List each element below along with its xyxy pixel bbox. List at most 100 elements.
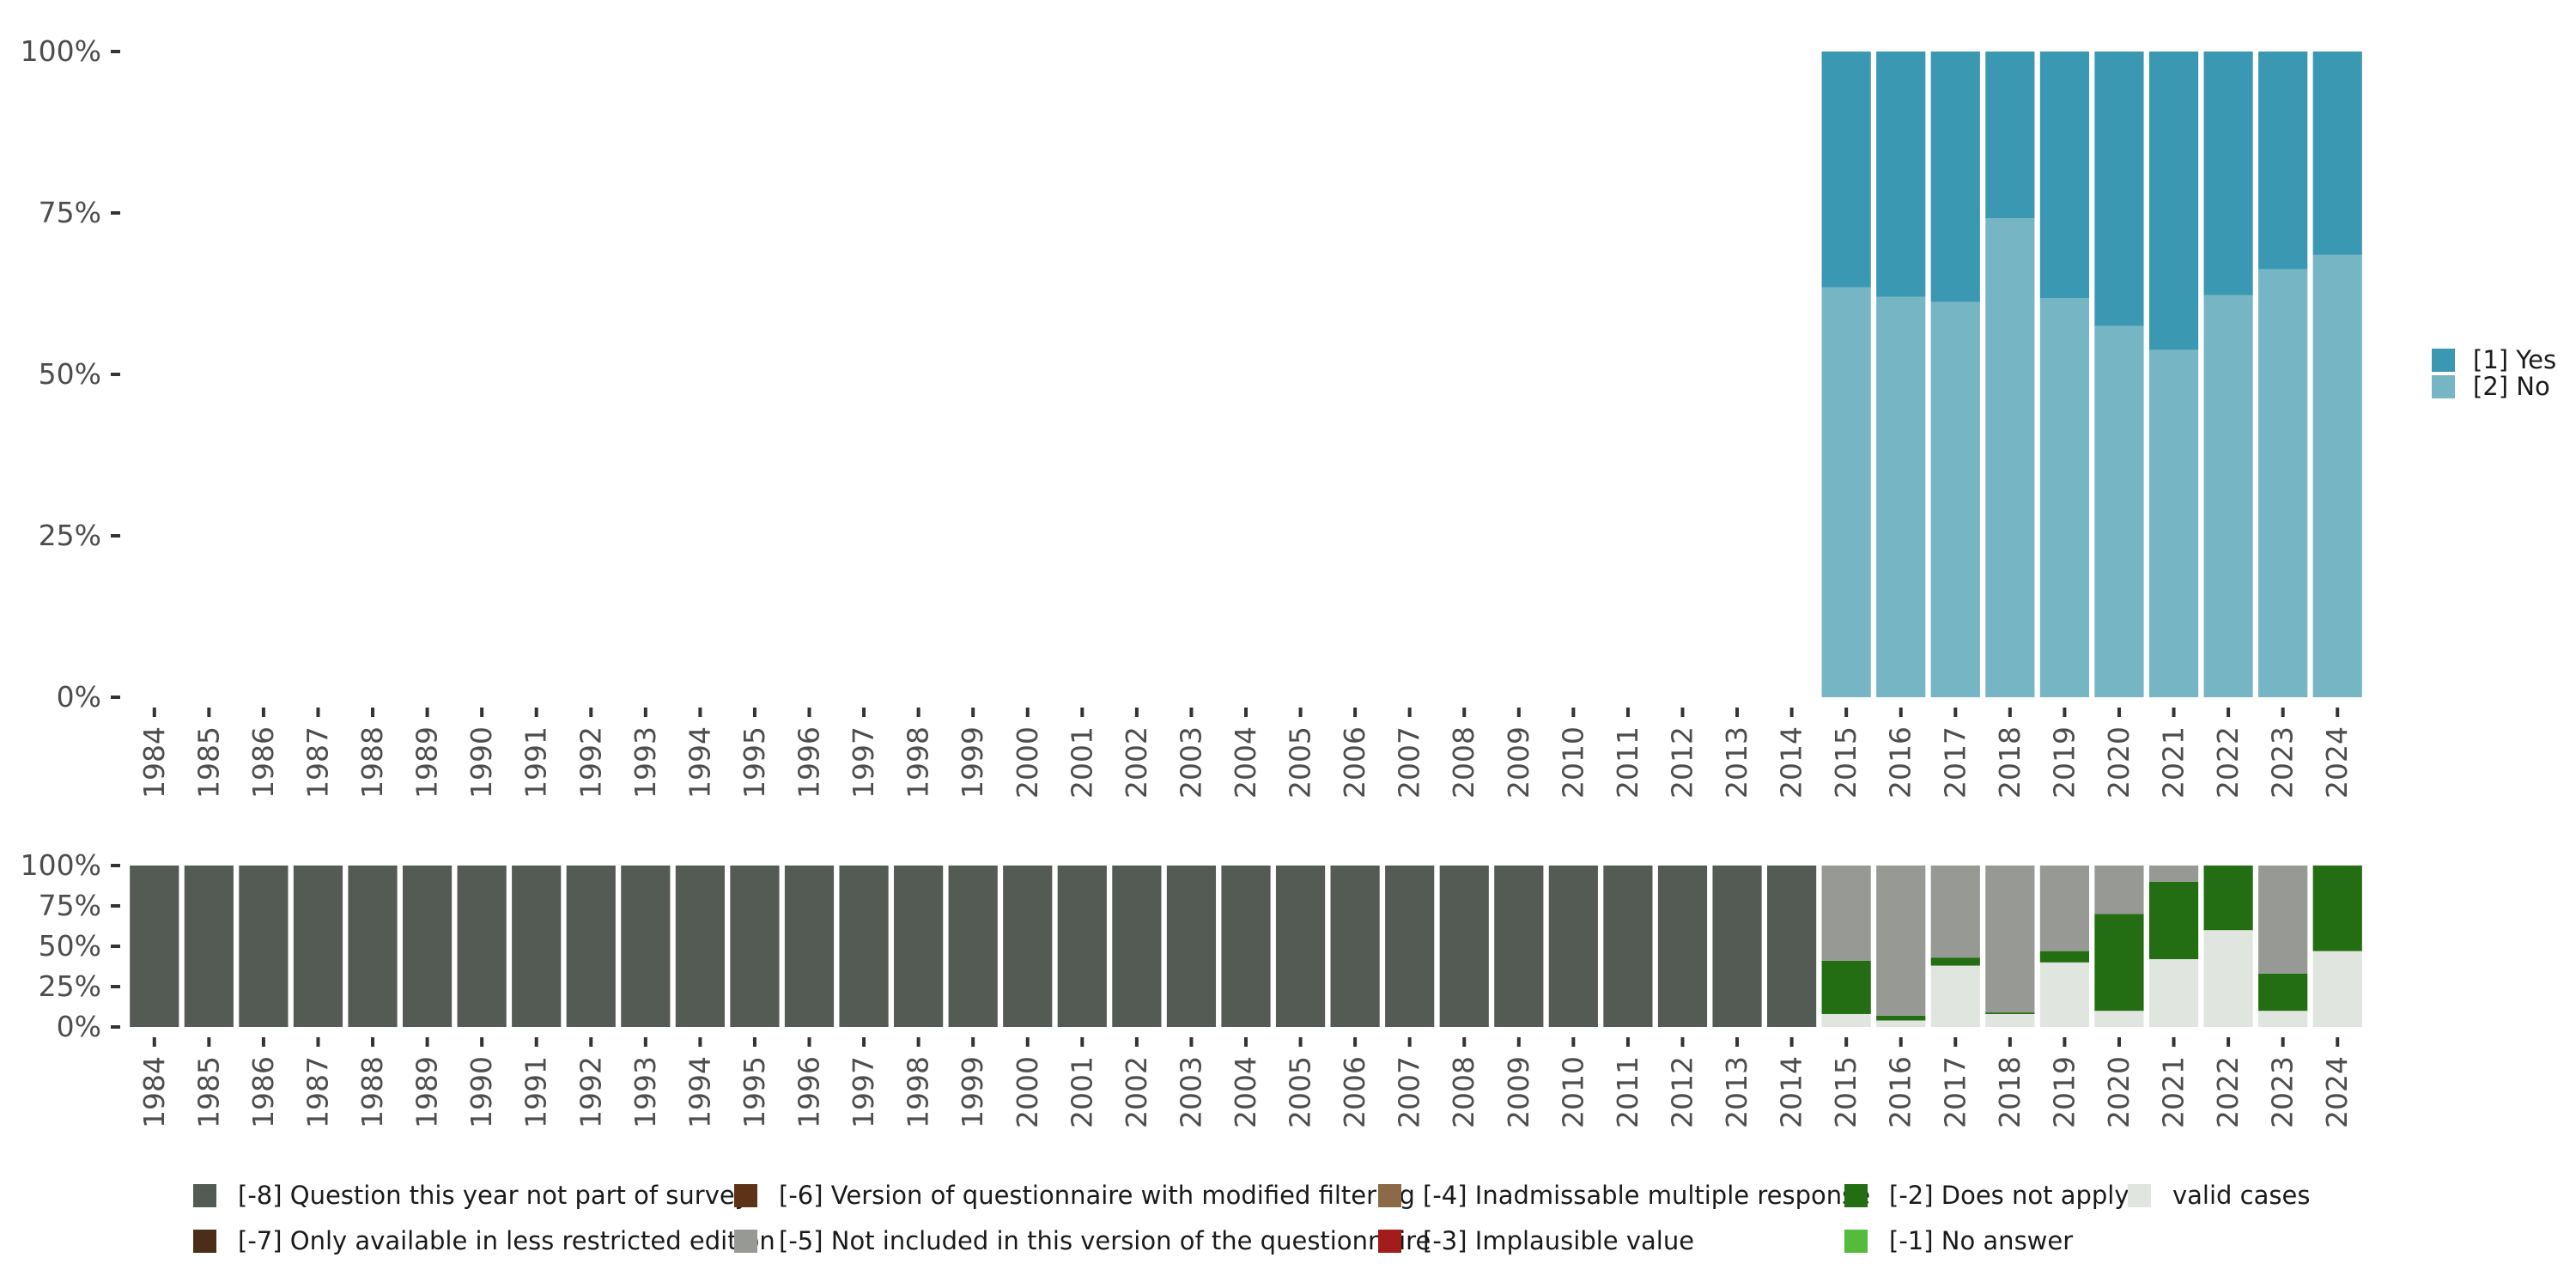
bottom-bar-1989 — [402, 866, 453, 1027]
bottom-bar-2002 — [1112, 866, 1162, 1027]
bottom-bar-2020 — [2094, 914, 2144, 1012]
bottom-bar-2024 — [2312, 951, 2362, 1027]
bottom-legend-swatch — [1378, 1184, 1401, 1207]
bottom-legend-label: [-8] Question this year not part of surv… — [238, 1181, 750, 1210]
top-x-tick-label: 2020 — [2102, 726, 2136, 799]
top-legend-swatch — [2432, 375, 2455, 398]
top-bar-2024 — [2312, 52, 2362, 255]
top-legend-label: [2] No — [2473, 372, 2550, 401]
bottom-bar-2023 — [2258, 1011, 2308, 1027]
bottom-bar-2017 — [1930, 965, 1980, 1027]
bottom-x-tick-label: 2000 — [1011, 1056, 1044, 1128]
bottom-bar-2006 — [1330, 866, 1380, 1027]
bottom-bar-2022 — [2203, 930, 2253, 1027]
bottom-bar-2001 — [1057, 866, 1107, 1027]
bottom-x-tick-label: 2001 — [1065, 1056, 1098, 1128]
top-y-tick-label: 50% — [39, 357, 101, 391]
bottom-bar-1986 — [239, 866, 289, 1027]
top-bar-2024 — [2312, 254, 2362, 697]
bottom-x-tick-label: 1994 — [683, 1056, 716, 1128]
top-bar-2018 — [1985, 218, 2035, 697]
top-bar-2016 — [1876, 296, 1926, 697]
bottom-bar-2015 — [1821, 1013, 1871, 1027]
bottom-x-tick-label: 1985 — [191, 1056, 225, 1128]
top-x-tick-label: 2006 — [1338, 726, 1371, 799]
bottom-bar-1988 — [348, 866, 398, 1027]
bottom-legend-label: valid cases — [2172, 1181, 2310, 1210]
top-x-tick-label: 2021 — [2157, 726, 2190, 799]
bottom-bar-2007 — [1385, 866, 1435, 1027]
top-x-tick-label: 1984 — [137, 726, 171, 799]
top-x-tick-label: 2022 — [2211, 726, 2245, 799]
bottom-x-tick-label: 1992 — [574, 1056, 607, 1128]
top-x-tick-label: 1985 — [191, 726, 225, 799]
bottom-bar-2019 — [2039, 866, 2090, 951]
top-x-tick-label: 1988 — [355, 726, 389, 799]
bottom-bar-2009 — [1494, 866, 1544, 1027]
bottom-bar-2012 — [1657, 866, 1708, 1027]
bottom-x-tick-label: 1995 — [738, 1056, 771, 1128]
top-x-tick-label: 1986 — [246, 726, 280, 799]
bottom-x-tick-label: 1993 — [629, 1056, 662, 1128]
bottom-y-tick-label: 50% — [39, 929, 101, 963]
bottom-bar-2019 — [2039, 951, 2090, 963]
bottom-x-tick-label: 2007 — [1393, 1056, 1426, 1128]
top-bar-2021 — [2148, 52, 2199, 350]
bottom-bar-2021 — [2148, 881, 2199, 960]
bottom-bar-2021 — [2148, 959, 2199, 1027]
top-legend: [1] Yes[2] No — [2432, 345, 2556, 401]
bottom-x-tick-label: 2016 — [1884, 1056, 1917, 1128]
bottom-legend-label: [-2] Does not apply — [1889, 1181, 2129, 1210]
bottom-legend: [-8] Question this year not part of surv… — [193, 1181, 2310, 1255]
bottom-x-tick-label: 1990 — [465, 1056, 498, 1128]
top-x-tick-label: 2013 — [1720, 726, 1753, 799]
bottom-bar-2019 — [2039, 962, 2090, 1027]
top-x-tick-label: 2008 — [1447, 726, 1480, 799]
top-y-tick-label: 75% — [39, 196, 101, 229]
bottom-bar-2005 — [1275, 866, 1326, 1027]
bottom-x-tick-label: 2017 — [1938, 1056, 1971, 1128]
bottom-bar-1984 — [130, 866, 179, 1027]
bottom-legend-label: [-4] Inadmissable multiple response — [1423, 1181, 1870, 1210]
bottom-bar-2013 — [1712, 866, 1762, 1027]
bottom-legend-label: [-7] Only available in less restricted e… — [238, 1226, 775, 1255]
bottom-x-tick-label: 2004 — [1229, 1056, 1262, 1128]
bottom-bar-1994 — [675, 866, 725, 1027]
top-x-tick-label: 2007 — [1393, 726, 1426, 799]
bottom-bar-2022 — [2203, 866, 2253, 931]
bottom-x-tick-label: 1996 — [793, 1056, 826, 1128]
bottom-bar-1985 — [184, 866, 234, 1027]
bottom-bar-1998 — [894, 866, 944, 1027]
bottom-bar-2015 — [1821, 960, 1871, 1014]
bottom-bar-2020 — [2094, 1011, 2144, 1027]
bottom-x-tick-label: 1987 — [301, 1056, 334, 1128]
bottom-x-tick-label: 1984 — [137, 1056, 171, 1128]
top-x-tick-label: 2017 — [1938, 726, 1971, 799]
top-x-tick-label: 1997 — [847, 726, 880, 799]
bottom-x-tick-label: 2018 — [1993, 1056, 2026, 1128]
bottom-x-tick-label: 2003 — [1174, 1056, 1207, 1128]
top-bar-2015 — [1821, 287, 1871, 697]
bottom-bar-1992 — [566, 866, 616, 1027]
top-bar-2019 — [2039, 52, 2090, 299]
bottom-bar-2021 — [2148, 866, 2199, 882]
bottom-bar-2015 — [1821, 866, 1871, 961]
top-x-tick-label: 2015 — [1829, 726, 1862, 799]
top-bar-2015 — [1821, 52, 1871, 288]
top-bar-2023 — [2258, 269, 2308, 697]
bottom-bar-2010 — [1548, 866, 1598, 1027]
bottom-x-tick-label: 2014 — [1775, 1056, 1808, 1128]
top-bar-2018 — [1985, 52, 2035, 219]
bottom-bar-1996 — [784, 866, 835, 1027]
bottom-bar-2016 — [1876, 1020, 1926, 1027]
top-x-tick-label: 2016 — [1884, 726, 1917, 799]
top-x-tick-label: 2019 — [2047, 726, 2081, 799]
bottom-x-tick-label: 1997 — [847, 1056, 880, 1128]
bottom-legend-label: [-1] No answer — [1889, 1226, 2073, 1255]
top-bar-2017 — [1930, 52, 1980, 302]
top-bar-2020 — [2094, 52, 2144, 326]
bottom-legend-swatch — [1844, 1230, 1868, 1253]
bottom-bar-2018 — [1985, 866, 2035, 1013]
top-legend-label: [1] Yes — [2473, 345, 2556, 374]
bottom-bar-2024 — [2312, 866, 2362, 951]
